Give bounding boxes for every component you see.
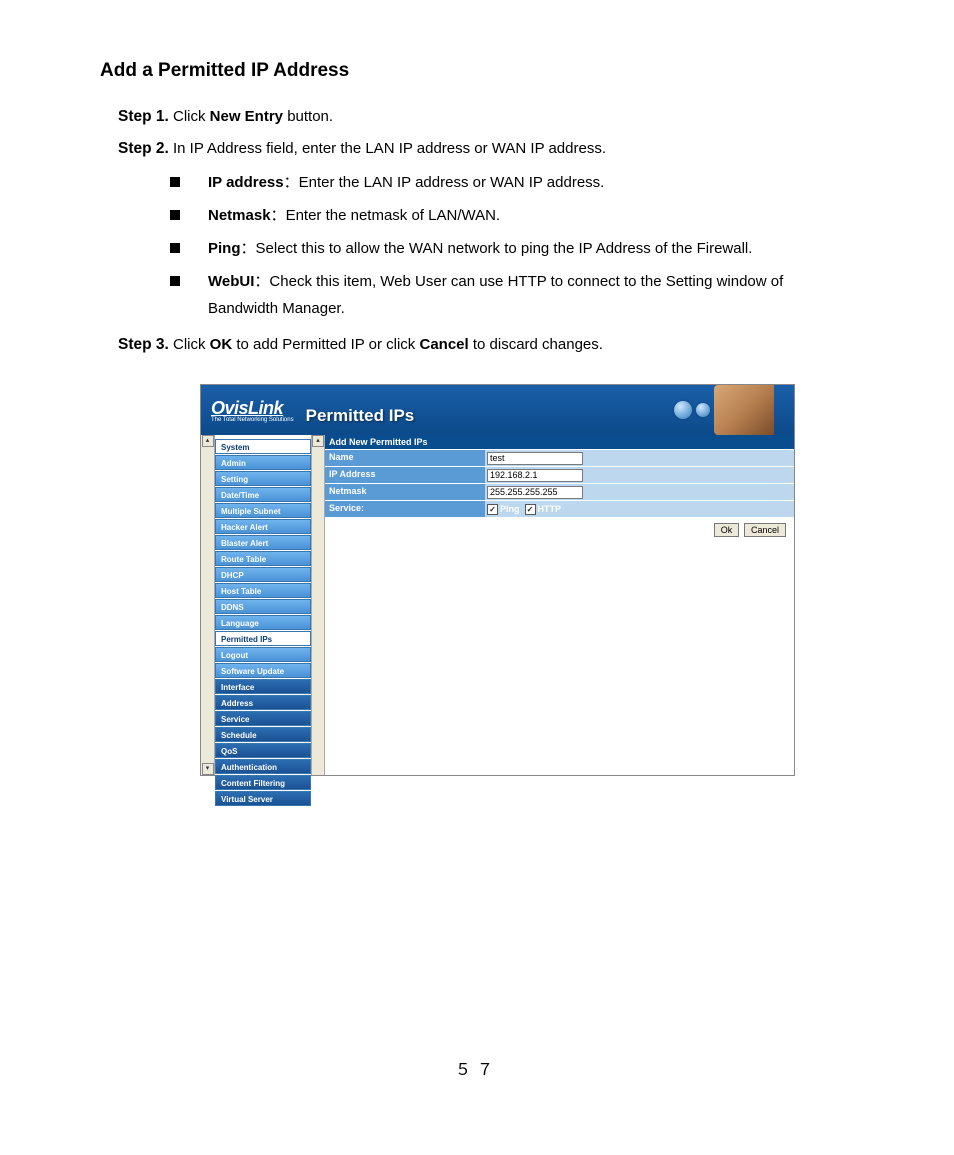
square-bullet-icon (170, 210, 180, 220)
bullet-term: Ping (208, 240, 241, 257)
nav-item-virtual-server[interactable]: Virtual Server (215, 791, 311, 806)
globe-icon (674, 401, 692, 419)
step-3: Step 3. Click OK to add Permitted IP or … (118, 332, 854, 358)
step-3-b1: OK (210, 336, 233, 353)
nav-item-schedule[interactable]: Schedule (215, 727, 311, 742)
label-name: Name (325, 449, 485, 466)
nav-item-content-filtering[interactable]: Content Filtering (215, 775, 311, 790)
form-row-name: Name (325, 449, 794, 466)
bullet-term: WebUI (208, 273, 254, 290)
nav-item-interface[interactable]: Interface (215, 679, 311, 694)
form-row-netmask: Netmask (325, 483, 794, 500)
nav-item-qos[interactable]: QoS (215, 743, 311, 758)
input-ip[interactable] (487, 469, 583, 482)
nav-item-multiple-subnet[interactable]: Multiple Subnet (215, 503, 311, 518)
nav-item-date-time[interactable]: Date/Time (215, 487, 311, 502)
label-service: Service: (325, 500, 485, 517)
brand-main: OvisLink (211, 398, 283, 418)
nav-item-language[interactable]: Language (215, 615, 311, 630)
nav-item-logout[interactable]: Logout (215, 647, 311, 662)
square-bullet-icon (170, 276, 180, 286)
step-2-label: Step 2. (118, 140, 169, 157)
nav-item-authentication[interactable]: Authentication (215, 759, 311, 774)
page-heading: Add a Permitted IP Address (100, 60, 854, 82)
form-title: Add New Permitted IPs (325, 435, 794, 449)
checkbox-ping[interactable]: ✓ (487, 504, 498, 515)
label-ip: IP Address (325, 466, 485, 483)
nav-item-host-table[interactable]: Host Table (215, 583, 311, 598)
input-name[interactable] (487, 452, 583, 465)
nav-item-hacker-alert[interactable]: Hacker Alert (215, 519, 311, 534)
label-netmask: Netmask (325, 483, 485, 500)
page-number: ５７ (100, 1056, 854, 1080)
nav-item-route-table[interactable]: Route Table (215, 551, 311, 566)
form-row-service: Service: ✓Ping ✓HTTP (325, 500, 794, 517)
bullet-desc: Check this item, Web User can use HTTP t… (208, 273, 783, 317)
sidebar: System AdminSettingDate/TimeMultiple Sub… (215, 435, 311, 775)
scroll-up-icon[interactable]: ▴ (202, 435, 214, 447)
step-1-bold: New Entry (210, 108, 283, 125)
input-netmask[interactable] (487, 486, 583, 499)
nav-item-setting[interactable]: Setting (215, 471, 311, 486)
step-1-post: button. (283, 108, 333, 125)
brand-sub: The Total Networking Solutions (211, 417, 294, 423)
step-1: Step 1. Click New Entry button. (118, 104, 854, 130)
bullet-desc: Select this to allow the WAN network to … (256, 240, 753, 257)
bullet-item: IP address：Enter the LAN IP address or W… (170, 169, 854, 196)
ok-button[interactable]: Ok (714, 523, 740, 537)
square-bullet-icon (170, 177, 180, 187)
square-bullet-icon (170, 243, 180, 253)
checkbox-http[interactable]: ✓ (525, 504, 536, 515)
step-2-text: In IP Address field, enter the LAN IP ad… (173, 140, 606, 157)
scroll-up-icon[interactable]: ▴ (312, 435, 324, 447)
cancel-button[interactable]: Cancel (744, 523, 786, 537)
nav-item-ddns[interactable]: DDNS (215, 599, 311, 614)
checkbox-http-label: HTTP (538, 504, 562, 514)
bullet-item: Netmask：Enter the netmask of LAN/WAN. (170, 202, 854, 229)
form-row-ip: IP Address (325, 466, 794, 483)
button-row: Ok Cancel (325, 517, 794, 537)
checkbox-ping-label: Ping (500, 504, 520, 514)
step-3-post: to discard changes. (469, 336, 603, 353)
content-pane: Add New Permitted IPs Name IP Address Ne… (325, 435, 794, 775)
step-3-label: Step 3. (118, 336, 169, 353)
nav-section-system[interactable]: System (215, 439, 311, 454)
nav-item-software-update[interactable]: Software Update (215, 663, 311, 678)
nav-item-blaster-alert[interactable]: Blaster Alert (215, 535, 311, 550)
scrollbar-left[interactable]: ▴ ▾ (201, 435, 215, 775)
bullet-sep: ： (254, 273, 269, 290)
nav-item-permitted-ips[interactable]: Permitted IPs (215, 631, 311, 646)
bullet-item: WebUI：Check this item, Web User can use … (170, 268, 854, 322)
bullet-desc: Enter the netmask of LAN/WAN. (286, 207, 501, 224)
bullet-sep: ： (284, 174, 299, 191)
globe-icon (696, 403, 710, 417)
people-graphic (714, 385, 774, 435)
bullet-term: IP address (208, 174, 284, 191)
step-1-pre: Click (173, 108, 210, 125)
banner: OvisLink The Total Networking Solutions … (201, 385, 794, 435)
bullet-list: IP address：Enter the LAN IP address or W… (170, 169, 854, 322)
nav-item-service[interactable]: Service (215, 711, 311, 726)
brand-logo: OvisLink The Total Networking Solutions (201, 398, 294, 423)
step-2: Step 2. In IP Address field, enter the L… (118, 136, 854, 162)
bullet-item: Ping：Select this to allow the WAN networ… (170, 235, 854, 262)
bullet-sep: ： (241, 240, 256, 257)
step-3-pre: Click (173, 336, 210, 353)
step-3-mid: to add Permitted IP or click (232, 336, 419, 353)
scrollbar-mid[interactable]: ▴ (311, 435, 325, 775)
embedded-screenshot: OvisLink The Total Networking Solutions … (200, 384, 795, 776)
bullet-term: Netmask (208, 207, 271, 224)
scroll-down-icon[interactable]: ▾ (202, 763, 214, 775)
nav-item-dhcp[interactable]: DHCP (215, 567, 311, 582)
nav-item-admin[interactable]: Admin (215, 455, 311, 470)
step-1-label: Step 1. (118, 108, 169, 125)
banner-graphic (674, 385, 794, 435)
bullet-desc: Enter the LAN IP address or WAN IP addre… (299, 174, 605, 191)
banner-title: Permitted IPs (306, 406, 415, 426)
step-3-b2: Cancel (419, 336, 468, 353)
bullet-sep: ： (271, 207, 286, 224)
nav-item-address[interactable]: Address (215, 695, 311, 710)
